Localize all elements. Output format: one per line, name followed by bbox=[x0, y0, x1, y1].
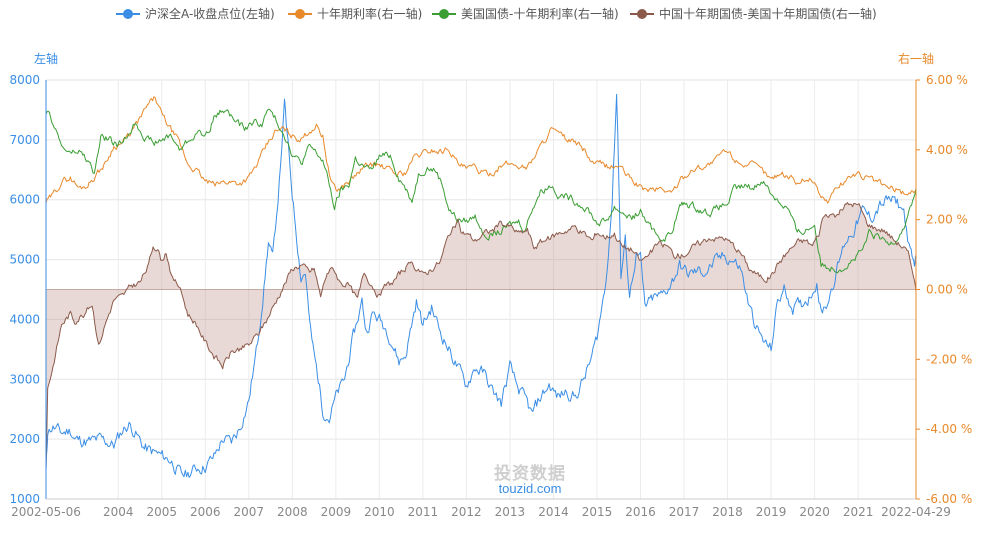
x-tick-label: 2018 bbox=[712, 505, 743, 519]
legend-item-csi-all-a[interactable]: 沪深全A-收盘点位(左轴) bbox=[116, 6, 275, 21]
right-axis-ticks: -6.00 % -4.00 % -2.00 % 0.00 % 2.00 % 4.00 % 6… bbox=[916, 73, 972, 506]
x-tick-label: 2002-05-06 bbox=[11, 505, 81, 519]
x-tick-label: 2007 bbox=[234, 505, 265, 519]
right-tick-label: -6.00 % bbox=[926, 492, 972, 506]
right-tick-label: 2.00 % bbox=[926, 213, 968, 227]
left-axis-ticks: 1000 2000 3000 4000 5000 6000 7000 8000 bbox=[9, 73, 40, 506]
left-tick-label: 7000 bbox=[9, 133, 40, 147]
legend-label: 十年期利率(右一轴) bbox=[317, 6, 422, 21]
right-axis-title: 右一轴 bbox=[898, 51, 934, 66]
x-tick-label: 2021 bbox=[843, 505, 874, 519]
x-tick-label: 2005 bbox=[146, 505, 177, 519]
left-tick-label: 3000 bbox=[9, 372, 40, 386]
x-tick-label: 2004 bbox=[103, 505, 134, 519]
left-tick-label: 5000 bbox=[9, 253, 40, 267]
legend-marker-icon bbox=[637, 9, 647, 19]
series-line-spread bbox=[45, 202, 917, 472]
legend-item-china-10y[interactable]: 十年期利率(右一轴) bbox=[288, 6, 422, 21]
watermark-text-en: touzid.com bbox=[499, 481, 562, 496]
right-tick-label: 6.00 % bbox=[926, 73, 968, 87]
watermark: 投资数据 touzid.com bbox=[494, 463, 566, 496]
spread-area bbox=[46, 202, 916, 471]
x-tick-label: 2013 bbox=[495, 505, 526, 519]
legend-item-us-10y[interactable]: 美国国债-十年期利率(右一轴) bbox=[432, 6, 619, 21]
left-tick-label: 1000 bbox=[9, 492, 40, 506]
legend-label: 美国国债-十年期利率(右一轴) bbox=[461, 6, 619, 21]
x-tick-label: 2016 bbox=[625, 505, 656, 519]
x-tick-label: 2006 bbox=[190, 505, 221, 519]
x-axis-ticks: 2002-05-06 2004 2005 2006 2007 2008 2009 2010 20… bbox=[11, 505, 951, 519]
series-line-us-10y bbox=[45, 108, 917, 274]
x-tick-label: 2009 bbox=[321, 505, 352, 519]
series-line-china-10y bbox=[45, 96, 917, 204]
right-tick-label: 4.00 % bbox=[926, 143, 968, 157]
x-tick-label: 2015 bbox=[582, 505, 613, 519]
x-tick-label: 2014 bbox=[538, 505, 569, 519]
x-tick-label: 2017 bbox=[669, 505, 700, 519]
x-tick-label: 2022-04-29 bbox=[881, 505, 951, 519]
watermark-text-cn: 投资数据 bbox=[494, 463, 566, 484]
legend-marker-icon bbox=[439, 9, 449, 19]
x-tick-label: 2020 bbox=[799, 505, 830, 519]
legend[interactable]: 沪深全A-收盘点位(左轴) 十年期利率(右一轴) 美国国债-十年期利率(右一轴)… bbox=[116, 6, 877, 21]
left-axis-title: 左轴 bbox=[34, 51, 58, 66]
legend-label: 沪深全A-收盘点位(左轴) bbox=[145, 6, 275, 21]
x-tick-label: 2010 bbox=[364, 505, 395, 519]
right-tick-label: -4.00 % bbox=[926, 422, 972, 436]
left-tick-label: 2000 bbox=[9, 432, 40, 446]
x-tick-label: 2008 bbox=[277, 505, 308, 519]
legend-item-spread[interactable]: 中国十年期国债-美国十年期国债(右一轴) bbox=[630, 6, 877, 21]
series-lines bbox=[45, 93, 917, 478]
series-line-csi-all-a bbox=[45, 93, 917, 478]
right-tick-label: 0.00 % bbox=[926, 283, 968, 297]
left-tick-label: 4000 bbox=[9, 312, 40, 326]
legend-marker-icon bbox=[295, 9, 305, 19]
x-tick-label: 2011 bbox=[408, 505, 439, 519]
x-tick-label: 2019 bbox=[756, 505, 787, 519]
left-tick-label: 8000 bbox=[9, 73, 40, 87]
legend-label: 中国十年期国债-美国十年期国债(右一轴) bbox=[659, 6, 877, 21]
left-tick-label: 6000 bbox=[9, 193, 40, 207]
right-tick-label: -2.00 % bbox=[926, 352, 972, 366]
legend-marker-icon bbox=[123, 9, 133, 19]
x-tick-label: 2012 bbox=[451, 505, 482, 519]
spread-area-fill bbox=[46, 202, 916, 471]
